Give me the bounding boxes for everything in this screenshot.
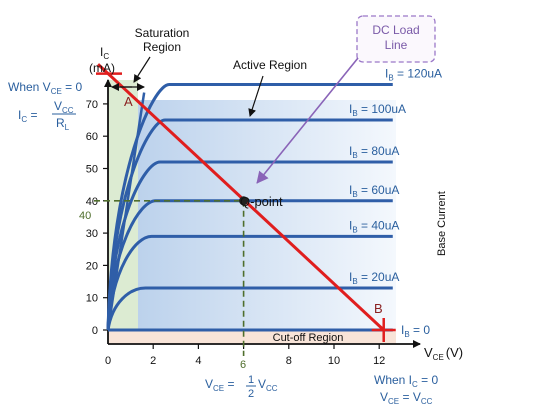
half-numerator: 1 [248,374,254,386]
base-current-label: Base Current [436,191,448,256]
ib-curve-label: IB = 0 [401,323,430,339]
active-region-shading [138,100,396,331]
callout-line-2: Line [385,38,408,52]
cutoff-region-label: Cut-off Region [273,332,344,344]
saturation-pointer [133,56,151,83]
y-axis-label: IC [100,45,109,61]
saturation-region-label-1: Saturation [135,26,190,40]
active-region-label: Active Region [233,58,307,72]
point-a-label: A [124,94,133,109]
vcc-numerator: VCC [54,99,74,115]
saturation-edge-line [106,92,146,331]
dc-load-line-callout [356,15,436,63]
callout-arrow [256,57,359,184]
point-b-label: B [374,301,383,316]
ib-curve-label: IB = 80uA [349,144,399,160]
when-vce-zero-label: When VCE = 0 [8,80,82,96]
y-tick-label: 0 [92,325,98,337]
half-denominator: 2 [248,388,254,400]
x-tick-label: 4 [195,355,201,367]
y-tick-label: 60 [86,131,98,143]
rl-denominator: RL [56,116,70,132]
saturation-region-label-2: Region [143,40,181,54]
callout-line-1: DC Load [372,23,419,37]
y-tick-label: 40 [86,196,98,208]
ic-equals-label: IC = [18,108,37,124]
y-tick-label: 50 [86,164,98,176]
ib-curve-label: IB = 60uA [349,183,399,199]
x-tick-label: 8 [286,355,292,367]
q-point-x-tick-label: 6 [240,359,246,371]
y-tick-label: 30 [86,228,98,240]
x-tick-label: 0 [105,355,111,367]
x-tick-label: 2 [150,355,156,367]
vce-half-label: VCE = [205,377,234,393]
y-tick-label: 10 [86,293,98,305]
x-tick-label: 10 [328,355,340,367]
x-tick-label: 12 [373,355,385,367]
q-point-y-tick-label: 40 [79,210,91,222]
x-axis-label: VCE (V) [424,345,463,362]
y-tick-label: 20 [86,260,98,272]
dc-load-line [96,63,385,332]
q-point-label: Q-point [240,194,283,209]
y-axis-unit: (mA) [89,61,115,75]
vce-equals-vcc-label: VCE = VCC [380,390,433,406]
vcc-half-label: VCC [258,377,278,393]
ib-curve-label: IB = 40uA [349,218,399,234]
active-region-pointer [248,75,264,117]
y-tick-label: 70 [86,99,98,111]
y-axis-ticks: 0 10 20 30 40 50 60 70 [86,99,108,337]
x-axis-ticks: 0 2 4 8 10 12 [105,344,385,367]
ib-curve-label: IB = 100uA [349,102,406,118]
when-ic-zero-label: When IC = 0 [374,373,438,389]
characteristic-curves: IB = 120uA IB = 100uA IB = 80uA IB = 60uA IB… [106,67,442,339]
cutoff-region-shading [108,330,396,344]
ib-curve-label: IB = 20uA [349,270,399,286]
q-point-dot [239,196,249,206]
ib-curve-label: IB = 120uA [385,67,442,83]
